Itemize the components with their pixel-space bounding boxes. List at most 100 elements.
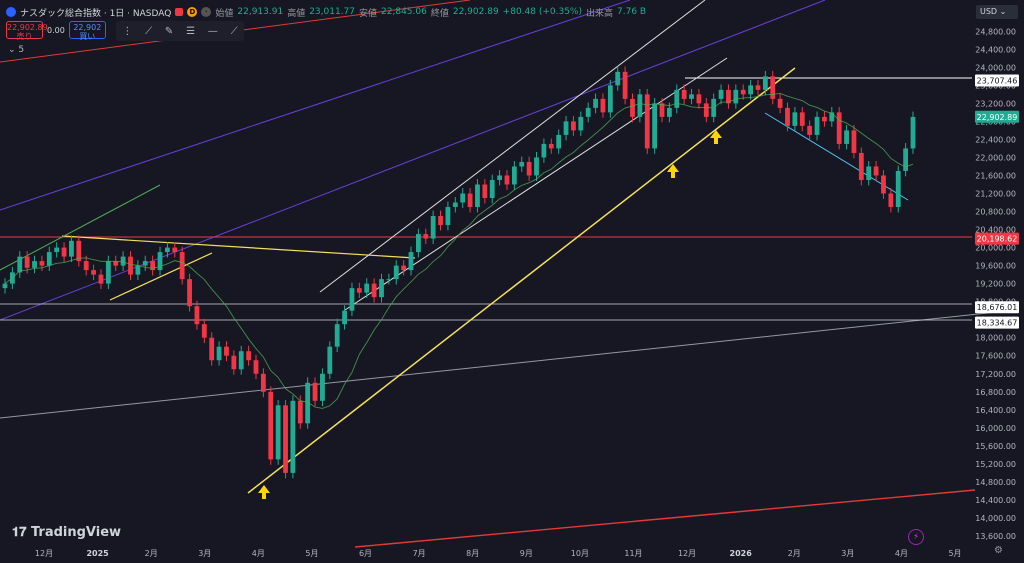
buy-price: 22,902 bbox=[73, 23, 102, 32]
candle-body bbox=[497, 175, 503, 180]
candle-body bbox=[2, 283, 8, 289]
candle-body bbox=[593, 98, 598, 108]
candle-body bbox=[748, 85, 753, 95]
candle-body bbox=[297, 400, 303, 424]
trend-line-purple-1 bbox=[0, 0, 631, 211]
buy-button[interactable]: 22,902 買い bbox=[68, 21, 106, 41]
hline-tool-icon[interactable]: — bbox=[207, 25, 218, 37]
fib-tool-icon[interactable]: ☰ bbox=[186, 25, 196, 37]
change-value: +80.48 (+0.35%) bbox=[502, 7, 582, 17]
brush-tool-icon[interactable]: ✎ bbox=[164, 25, 174, 37]
bolt-icon[interactable]: ⚡ bbox=[908, 529, 924, 545]
settings-gear-icon[interactable]: ⚙ bbox=[994, 545, 1003, 556]
candle-body bbox=[659, 103, 665, 117]
x-tick-label: 2月 bbox=[145, 549, 158, 558]
candle-body bbox=[674, 89, 680, 108]
candle-body bbox=[866, 166, 872, 180]
buy-label: 買い bbox=[79, 32, 96, 41]
candle-body bbox=[231, 355, 237, 370]
candle-body bbox=[386, 279, 392, 281]
candle-body bbox=[814, 116, 820, 135]
candle-body bbox=[851, 130, 857, 153]
candle-body bbox=[408, 252, 414, 271]
candle-body bbox=[172, 247, 178, 253]
drag-handle-icon[interactable]: ⋮ bbox=[122, 25, 133, 37]
trend-line-purple-2 bbox=[0, 0, 826, 321]
y-tick-label: 24,000.00 bbox=[975, 63, 1016, 72]
symbol-title[interactable]: ナスダック総合指数 · 1日 · NASDAQ bbox=[20, 8, 172, 19]
tradingview-logo: 𝟏𝟕 TradingView bbox=[12, 525, 122, 540]
candle-body bbox=[511, 166, 517, 185]
drawing-toolbar: ⋮ ⟋ ✎ ☰ — ⟋ bbox=[116, 21, 244, 41]
candle-body bbox=[438, 216, 443, 226]
x-tick-label: 4月 bbox=[252, 549, 265, 558]
x-tick-label: 4月 bbox=[895, 549, 908, 558]
y-tick-label: 19,600.00 bbox=[975, 262, 1016, 271]
y-tick-label: 13,600.00 bbox=[975, 532, 1016, 541]
candle-body bbox=[563, 121, 569, 135]
up-arrow-marker bbox=[258, 485, 270, 499]
ray-tool-icon[interactable]: ⟋ bbox=[230, 25, 238, 37]
sell-label: 売り bbox=[16, 32, 33, 41]
candle-body bbox=[260, 373, 266, 392]
y-tick-label: 16,800.00 bbox=[975, 388, 1016, 397]
candle-body bbox=[630, 98, 635, 117]
brand-label: TradingView bbox=[30, 525, 122, 540]
candle-body bbox=[290, 400, 296, 473]
y-tick-label: 15,600.00 bbox=[975, 442, 1016, 451]
x-tick-label: 10月 bbox=[571, 549, 589, 558]
x-tick-label: 7月 bbox=[413, 549, 426, 558]
clock-icon[interactable]: · bbox=[201, 7, 212, 17]
candle-body bbox=[24, 256, 30, 268]
sell-price: 22,902.89 bbox=[7, 23, 48, 32]
symbol-icon bbox=[6, 7, 16, 17]
candle-body bbox=[733, 89, 739, 104]
candle-body bbox=[910, 116, 916, 149]
candle-body bbox=[807, 125, 813, 135]
candle-body bbox=[585, 107, 591, 117]
y-tick-label: 14,800.00 bbox=[975, 478, 1016, 487]
candle-body bbox=[689, 94, 694, 99]
candle-body bbox=[415, 234, 421, 253]
candle-body bbox=[548, 143, 554, 149]
y-tick-label: 16,000.00 bbox=[975, 424, 1016, 433]
candle-body bbox=[46, 252, 52, 266]
candle-body bbox=[327, 346, 333, 374]
timeframe-badge[interactable]: D bbox=[187, 7, 198, 17]
flag-icon[interactable] bbox=[175, 8, 184, 16]
candle-body bbox=[696, 94, 702, 104]
candle-body bbox=[740, 89, 746, 95]
candle-body bbox=[600, 98, 606, 113]
candle-body bbox=[39, 261, 45, 266]
sell-button[interactable]: 22,902.89 売り bbox=[6, 21, 48, 41]
y-tick-label: 22,000.00 bbox=[975, 153, 1016, 162]
candle-body bbox=[150, 261, 156, 271]
candle-body bbox=[652, 103, 658, 149]
candle-body bbox=[128, 256, 133, 275]
high-value: 23,011.77 bbox=[309, 7, 356, 17]
candle-body bbox=[836, 112, 842, 144]
candle-body bbox=[69, 240, 74, 257]
currency-select[interactable]: USD ⌄ bbox=[976, 5, 1018, 19]
x-tick-label: 9月 bbox=[520, 549, 533, 558]
x-tick-label: 11月 bbox=[624, 549, 642, 558]
price-label-box bbox=[975, 74, 1019, 87]
x-tick-label: 3月 bbox=[198, 549, 211, 558]
candle-body bbox=[844, 130, 849, 144]
candle-body bbox=[681, 89, 687, 99]
x-tick-label: 12月 bbox=[35, 549, 53, 558]
x-tick-label: 8月 bbox=[466, 549, 479, 558]
candle-body bbox=[858, 152, 864, 180]
candle-body bbox=[105, 261, 111, 284]
candle-body bbox=[482, 184, 488, 199]
indicator-toggle[interactable]: ⌄ 5 bbox=[8, 45, 25, 55]
open-label: 始値 bbox=[215, 8, 234, 19]
candle-body bbox=[578, 116, 584, 131]
volume-label: 出来高 bbox=[586, 8, 614, 19]
trendline-tool-icon[interactable]: ⟋ bbox=[145, 25, 153, 37]
y-tick-label: 20,400.00 bbox=[975, 226, 1016, 235]
candle-body bbox=[903, 148, 909, 171]
candle-body bbox=[320, 373, 325, 401]
